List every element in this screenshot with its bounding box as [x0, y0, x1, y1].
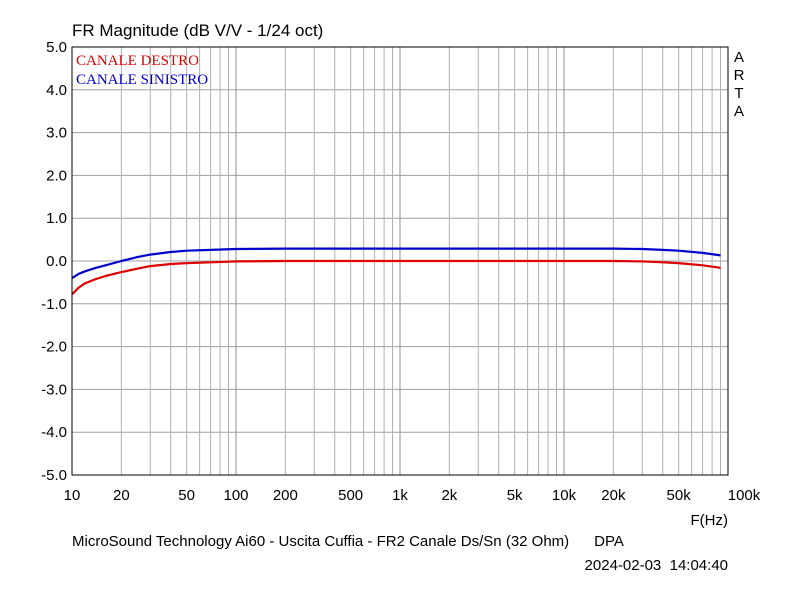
- x-tick-label: 50k: [667, 487, 692, 504]
- x-tick-label: 10: [64, 487, 81, 504]
- y-tick-label: -4.0: [41, 424, 67, 441]
- chart-title: FR Magnitude (dB V/V - 1/24 oct): [72, 21, 323, 40]
- y-tick-label: -1.0: [41, 296, 67, 313]
- y-tick-label: 1.0: [46, 210, 67, 227]
- series-lines: [71, 247, 721, 296]
- timestamp: 2024-02-03 14:04:40: [585, 557, 728, 574]
- x-tick-label: 100: [223, 487, 248, 504]
- x-tick-label: 2k: [441, 487, 457, 504]
- x-tick-label: 50: [178, 487, 195, 504]
- y-tick-label: -5.0: [41, 467, 67, 484]
- brand-letter: A: [734, 103, 744, 120]
- plot-frame: [71, 46, 729, 476]
- x-tick-label: 20: [113, 487, 130, 504]
- x-tick-label: 5k: [507, 487, 523, 504]
- y-tick-label: 4.0: [46, 82, 67, 99]
- x-axis-label: F(Hz): [691, 512, 729, 529]
- y-tick-label: 2.0: [46, 167, 67, 184]
- y-tick-labels: 5.0 4.0 3.0 2.0 1.0 0.0 -1.0 -2.0 -3.0 -4.0 -5.0: [41, 39, 67, 484]
- y-tick-label: 3.0: [46, 125, 67, 142]
- brand-letter: T: [734, 85, 743, 102]
- x-tick-label: 100k: [728, 487, 761, 504]
- footer-caption: MicroSound Technology Ai60 - Uscita Cuff…: [72, 533, 624, 550]
- series-line-canale-sinistro: [71, 247, 721, 280]
- y-tick-label: 5.0: [46, 39, 67, 56]
- brand-letter: A: [734, 49, 744, 66]
- y-tick-label: -3.0: [41, 381, 67, 398]
- series-line-canale-destro: [71, 259, 721, 296]
- x-tick-label: 200: [273, 487, 298, 504]
- legend-item-canale-sinistro: CANALE SINISTRO: [76, 72, 208, 88]
- x-tick-label: 500: [338, 487, 363, 504]
- x-tick-label: 20k: [601, 487, 626, 504]
- legend: CANALE DESTRO CANALE SINISTRO: [76, 53, 208, 88]
- y-tick-label: 0.0: [46, 253, 67, 270]
- x-tick-labels: 10 20 50 100 200 500 1k 2k 5k 10k 20k 50k 100k: [64, 487, 761, 504]
- brand-letter: R: [734, 67, 745, 84]
- x-tick-label: 10k: [552, 487, 577, 504]
- legend-item-canale-destro: CANALE DESTRO: [76, 53, 199, 69]
- x-tick-label: 1k: [392, 487, 408, 504]
- y-tick-label: -2.0: [41, 339, 67, 356]
